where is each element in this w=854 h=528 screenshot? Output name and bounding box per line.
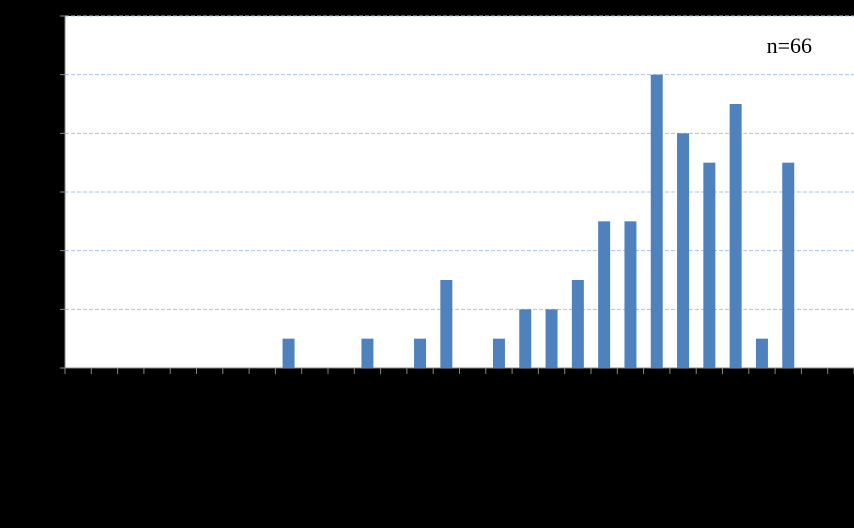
- bar: [519, 309, 532, 368]
- bar: [650, 74, 663, 369]
- bar: [545, 309, 558, 368]
- bar: [282, 338, 295, 368]
- bar: [361, 338, 374, 368]
- y-tick-label: 10: [43, 66, 55, 80]
- y-tick-label: 6: [49, 184, 55, 198]
- y-tick-label: 8: [49, 125, 55, 139]
- bar: [703, 162, 716, 368]
- y-tick-label: 12: [43, 8, 55, 22]
- bar: [677, 133, 690, 368]
- bar: [729, 104, 742, 368]
- bar: [414, 338, 427, 368]
- bar: [440, 280, 453, 368]
- y-tick-label: 4: [49, 242, 55, 256]
- y-tick-label: 0: [49, 360, 55, 374]
- bar: [571, 280, 584, 368]
- annotation: n=66: [767, 33, 812, 58]
- bar: [782, 162, 795, 368]
- bar: [598, 221, 611, 368]
- bar: [492, 338, 505, 368]
- bar: [755, 338, 768, 368]
- bar: [624, 221, 637, 368]
- y-tick-label: 2: [49, 301, 55, 315]
